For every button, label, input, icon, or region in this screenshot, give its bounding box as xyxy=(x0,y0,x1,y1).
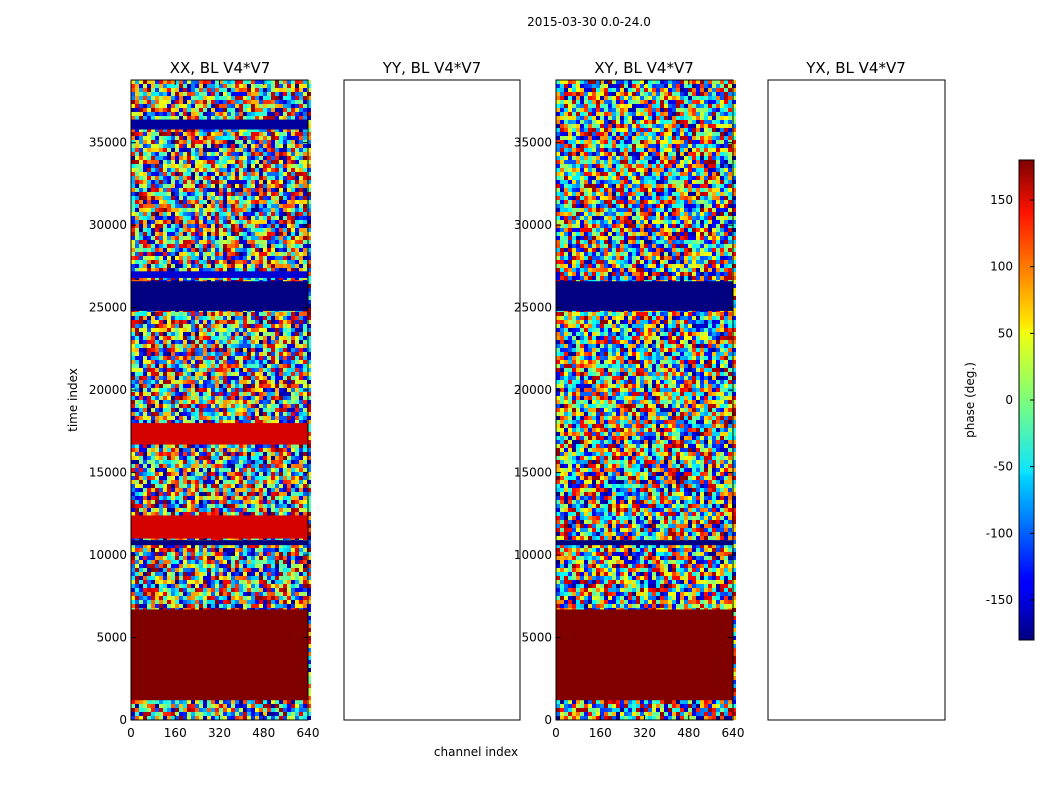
phase-band xyxy=(131,540,308,546)
phase-band xyxy=(556,540,733,546)
phase-band xyxy=(131,609,308,701)
axis-ticks: 0 5000 10000 15000 20000 25000 30000 35000 0 160 3… xyxy=(89,80,320,740)
panel-xx: XX, BL V4*V7 0 5000 10000 15000 20000 25000 30… xyxy=(66,59,319,740)
panel-yy: YY, BL V4*V7 0 5000 10000 15000 20000 25000 30… xyxy=(343,59,745,759)
y-tick-label: 5000 xyxy=(96,631,127,645)
x-tick-label: 480 xyxy=(677,726,700,740)
y-tick-label: 20000 xyxy=(514,383,552,397)
y-tick-label: 5000 xyxy=(521,631,552,645)
panel-title: YX, BL V4*V7 xyxy=(805,59,906,77)
panel-xy: XY, BL V4*V7 xyxy=(555,59,734,721)
x-tick-label: 320 xyxy=(633,726,656,740)
panel-title: XX, BL V4*V7 xyxy=(170,59,271,77)
phase-band xyxy=(556,609,733,701)
axes-frame xyxy=(767,79,946,721)
panel-title: XY, BL V4*V7 xyxy=(594,59,694,77)
figure-title: 2015-03-30 0.0-24.0 xyxy=(527,15,651,29)
colorbar-tick-label: 150 xyxy=(990,193,1013,207)
y-tick-label: 15000 xyxy=(514,466,552,480)
colorbar-tick-label: -50 xyxy=(993,460,1013,474)
colorbar-tick-label: 50 xyxy=(998,326,1013,340)
axes-frame xyxy=(343,79,521,721)
colorbar-tick-label: 0 xyxy=(1005,393,1013,407)
y-tick-label: 25000 xyxy=(89,301,127,315)
x-tick-label: 640 xyxy=(722,726,745,740)
y-tick-label: 35000 xyxy=(89,136,127,150)
y-tick-label: 30000 xyxy=(514,218,552,232)
y-tick-label: 30000 xyxy=(89,218,127,232)
panel-title: YY, BL V4*V7 xyxy=(382,59,481,77)
phase-band xyxy=(131,281,308,311)
y-tick-label: 35000 xyxy=(514,136,552,150)
heatmap-image xyxy=(556,80,736,720)
y-tick-label: 0 xyxy=(119,713,127,727)
x-tick-label: 160 xyxy=(589,726,612,740)
colorbar-ticks: -150 -100 -50 0 50 100 150 xyxy=(986,193,1034,607)
heatmap-image xyxy=(131,80,311,720)
y-tick-label: 0 xyxy=(544,713,552,727)
colorbar-tick-label: -150 xyxy=(986,593,1013,607)
phase-band xyxy=(131,515,308,539)
phase-band xyxy=(556,281,733,311)
colorbar-tick-label: 100 xyxy=(990,260,1013,274)
y-axis-label: time index xyxy=(66,368,80,432)
x-tick-label: 640 xyxy=(297,726,320,740)
axes-frame xyxy=(130,79,309,721)
axes-frame xyxy=(555,79,734,721)
colorbar-label: phase (deg.) xyxy=(963,362,977,438)
y-tick-label: 20000 xyxy=(89,383,127,397)
x-tick-label: 160 xyxy=(164,726,187,740)
x-axis-label: channel index xyxy=(434,745,518,759)
colorbar-tick-label: -100 xyxy=(986,526,1013,540)
phase-band xyxy=(131,271,308,278)
x-tick-label: 0 xyxy=(127,726,135,740)
x-tick-label: 0 xyxy=(552,726,560,740)
x-tick-label: 480 xyxy=(252,726,275,740)
axis-ticks: 0 5000 10000 15000 20000 25000 30000 35000 0 160 3… xyxy=(514,80,745,740)
y-tick-label: 25000 xyxy=(514,301,552,315)
panel-yx: YX, BL V4*V7 xyxy=(767,59,946,721)
y-tick-label: 10000 xyxy=(514,548,552,562)
x-tick-label: 320 xyxy=(208,726,231,740)
y-tick-label: 15000 xyxy=(89,466,127,480)
colorbar: -150 -100 -50 0 50 100 150 phase (deg.) xyxy=(963,159,1035,641)
y-tick-label: 10000 xyxy=(89,548,127,562)
phase-band xyxy=(131,119,308,130)
phase-band xyxy=(131,423,308,445)
